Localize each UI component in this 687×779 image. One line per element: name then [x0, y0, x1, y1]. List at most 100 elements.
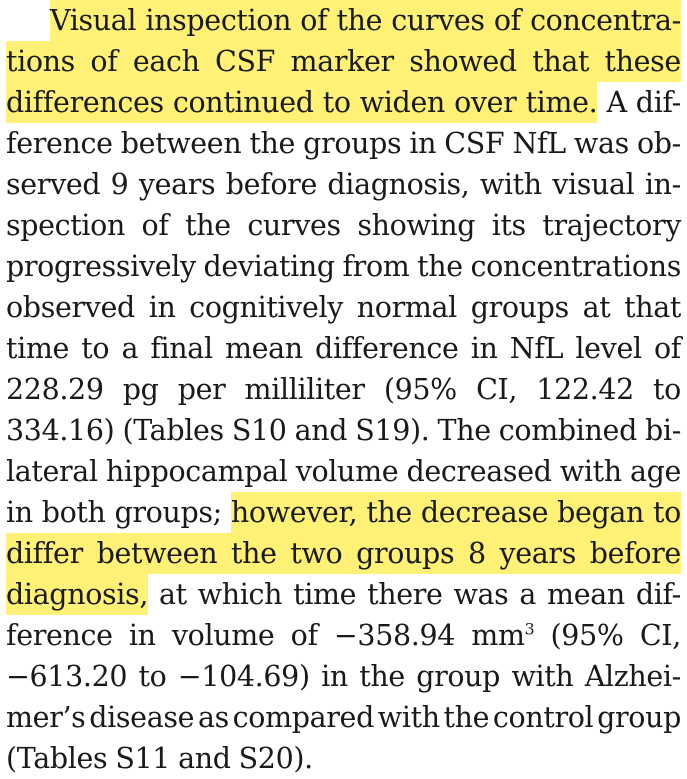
word: in [321, 660, 348, 693]
word: the [249, 127, 296, 160]
word: visual [552, 168, 635, 201]
text-line: tions of each CSF marker showed that these [6, 41, 681, 82]
highlighted-span: however, the decrease began to [230, 492, 681, 533]
word: CSF [215, 45, 276, 78]
word: compared [232, 701, 375, 734]
word: normal [356, 291, 458, 324]
text-line: spection of the curves showing its trajectory [6, 205, 681, 246]
word: began [557, 496, 645, 529]
word: groups [356, 537, 455, 570]
superscript: 3 [524, 619, 535, 639]
word: difference [315, 332, 459, 365]
word: (95% [550, 619, 624, 652]
word: hippocampal [105, 455, 288, 488]
word: 334.16) [6, 414, 115, 447]
word: age [629, 455, 681, 488]
word: with [479, 168, 542, 201]
word: ference [6, 619, 113, 652]
word: time [293, 578, 357, 611]
word: CI, [639, 619, 681, 652]
word: years [138, 168, 216, 201]
word: CI, [476, 373, 518, 406]
word: progressively [6, 250, 196, 283]
word: of [90, 45, 118, 78]
word: and [178, 742, 231, 775]
word: in- [644, 168, 681, 201]
word: was [453, 578, 509, 611]
word: years [499, 537, 577, 570]
word: group [416, 660, 501, 693]
word: ference [6, 127, 113, 160]
word: in [148, 291, 176, 324]
word: ob- [636, 127, 681, 160]
word: to [81, 332, 110, 365]
word: these [604, 45, 682, 78]
word: volume [295, 455, 399, 488]
text-line: differ between the two groups 8 years before [6, 533, 681, 574]
word: concentrations [470, 250, 681, 283]
word: mer’s [6, 701, 86, 734]
word: A [606, 86, 627, 119]
text-line: time to a final mean difference in NfL level of [6, 328, 681, 369]
word: of [493, 4, 521, 37]
word: Visual [50, 4, 137, 37]
word: pg [122, 373, 159, 406]
word: at [582, 291, 611, 324]
word: (Tables [6, 742, 108, 775]
text-line: ference between the groups in CSF NfL was ob- [6, 123, 681, 164]
word: The [437, 414, 492, 447]
word: observed [6, 291, 135, 324]
word: diagnosis, [327, 168, 470, 201]
word: group [597, 701, 681, 734]
word: the [185, 209, 231, 242]
word: per [177, 373, 226, 406]
word: differences [6, 86, 164, 119]
word: 122.42 [536, 373, 634, 406]
text-line: progressively deviating from the concentrati… [6, 246, 681, 287]
word: groups [303, 127, 402, 160]
word: concentra- [530, 4, 681, 37]
word: bi- [645, 414, 681, 447]
word: to [138, 660, 167, 693]
word: trajectory [542, 209, 681, 242]
word: marker [290, 45, 395, 78]
word: −613.20 [6, 660, 128, 693]
word: S11 [115, 742, 171, 775]
word: tions [6, 45, 75, 78]
word: diagnosis, [6, 578, 149, 611]
word: disease [89, 701, 195, 734]
word: in [128, 619, 156, 652]
text-line: (Tables S11 and S20). [6, 738, 681, 779]
word: decrease [420, 496, 549, 529]
word: −358.94 [333, 619, 456, 652]
word: served [6, 168, 101, 201]
word: volume [171, 619, 275, 652]
word: of [141, 209, 169, 242]
word: time. [525, 86, 598, 119]
word: a [519, 578, 537, 611]
word: each [132, 45, 200, 78]
word: to [653, 496, 681, 529]
word: cognitively [189, 291, 343, 324]
word: S20). [238, 742, 314, 775]
word: control [492, 701, 594, 734]
word: before [225, 168, 318, 201]
word: 9 [110, 168, 129, 201]
word: Alzhei- [584, 660, 682, 693]
word: final [150, 332, 213, 365]
word: decreased [406, 455, 552, 488]
word: its [491, 209, 527, 242]
word: a [121, 332, 139, 365]
word: two [290, 537, 343, 570]
word: (Tables [122, 414, 224, 447]
word: dif- [635, 578, 681, 611]
text-line: served 9 years before diagnosis, with visual in… [6, 164, 681, 205]
word: showed [409, 45, 517, 78]
word: the [230, 537, 277, 570]
word: mean [547, 578, 625, 611]
word: inspection [145, 4, 292, 37]
word: of [300, 4, 328, 37]
word: the [366, 496, 412, 529]
word: at [159, 578, 187, 611]
